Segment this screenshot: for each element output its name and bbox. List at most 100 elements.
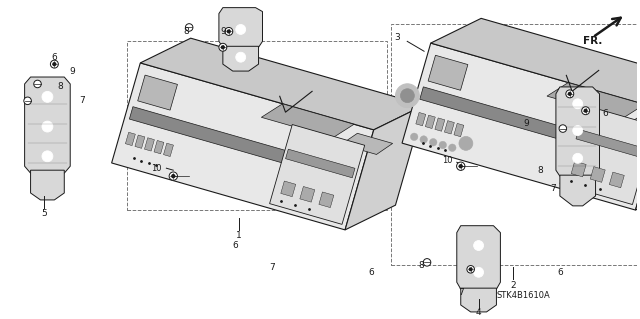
Text: FR.: FR. [583,36,602,46]
Polygon shape [636,85,640,210]
Circle shape [410,133,418,141]
Text: STK4B1610A: STK4B1610A [496,291,550,300]
Polygon shape [547,83,640,118]
Circle shape [584,109,587,112]
Circle shape [24,97,31,105]
Text: 9: 9 [220,27,226,36]
Polygon shape [444,121,454,134]
Polygon shape [163,143,173,157]
Polygon shape [319,192,334,208]
Circle shape [474,267,484,277]
Text: 6: 6 [369,268,374,277]
Polygon shape [281,181,296,197]
Circle shape [573,126,582,136]
Polygon shape [416,112,426,126]
Polygon shape [628,113,640,134]
Polygon shape [223,46,259,71]
Bar [127,41,387,210]
Polygon shape [560,105,640,204]
Circle shape [429,138,437,146]
Text: 8: 8 [537,166,543,175]
Text: 8: 8 [58,82,63,92]
Text: 10: 10 [442,156,452,165]
Text: 1: 1 [236,231,241,240]
Polygon shape [428,55,468,90]
Polygon shape [454,123,464,137]
Circle shape [227,30,230,33]
Circle shape [34,80,41,88]
Polygon shape [345,105,424,230]
Circle shape [467,265,474,273]
Text: 4: 4 [476,308,481,317]
Polygon shape [135,135,145,148]
Circle shape [169,172,177,180]
Circle shape [53,63,56,65]
Polygon shape [457,226,500,289]
Polygon shape [140,38,424,130]
Polygon shape [560,175,596,206]
Circle shape [420,136,428,143]
Circle shape [225,27,233,35]
Polygon shape [219,8,262,47]
Circle shape [186,24,193,31]
Polygon shape [420,87,600,150]
Text: 6: 6 [51,53,57,62]
Circle shape [42,121,53,132]
Polygon shape [341,133,393,154]
Polygon shape [138,75,177,110]
Polygon shape [461,288,497,312]
Polygon shape [285,149,355,178]
Polygon shape [435,118,445,131]
Circle shape [456,162,465,170]
Polygon shape [111,63,374,230]
Bar [392,25,640,265]
Text: 9: 9 [524,119,529,128]
Polygon shape [261,104,354,138]
Circle shape [172,175,175,178]
Text: 7: 7 [550,183,556,193]
Text: 6: 6 [557,268,563,277]
Polygon shape [402,43,640,210]
Text: 7: 7 [79,96,85,105]
Circle shape [573,153,582,163]
Polygon shape [129,107,309,170]
Polygon shape [31,170,64,200]
Polygon shape [300,187,315,202]
Text: 6: 6 [603,109,609,118]
Circle shape [459,137,473,150]
Circle shape [474,241,484,250]
Circle shape [236,25,246,34]
Circle shape [566,90,573,98]
Polygon shape [154,140,164,154]
Text: 5: 5 [42,209,47,218]
Circle shape [573,99,582,109]
Circle shape [42,91,53,102]
Polygon shape [556,87,600,176]
Polygon shape [125,132,135,145]
Text: 8: 8 [183,27,189,36]
Text: 10: 10 [151,164,162,173]
Circle shape [236,52,246,62]
Text: 9: 9 [69,67,75,76]
Circle shape [221,46,224,49]
Circle shape [219,43,227,51]
Text: 7: 7 [269,263,275,272]
Circle shape [559,125,566,132]
Circle shape [460,165,462,168]
Polygon shape [24,77,70,173]
Text: 6: 6 [233,241,239,250]
Polygon shape [145,138,154,151]
Polygon shape [576,129,640,158]
Circle shape [51,60,58,68]
Circle shape [469,268,472,271]
Text: 3: 3 [394,33,400,42]
Circle shape [42,151,53,162]
Polygon shape [426,115,435,129]
Text: 8: 8 [418,261,424,270]
Circle shape [423,259,431,266]
Circle shape [568,93,571,95]
Polygon shape [609,172,624,188]
Circle shape [401,89,414,103]
Polygon shape [431,19,640,110]
Polygon shape [269,124,365,224]
